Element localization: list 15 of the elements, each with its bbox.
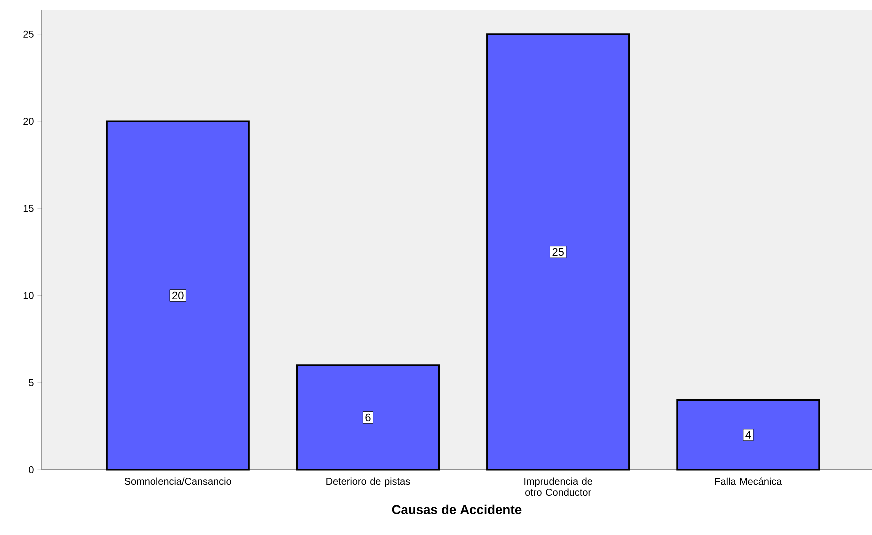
x-tick-label: Imprudencia de otro Conductor <box>524 478 592 496</box>
y-tick-label: 0 <box>29 466 34 474</box>
y-tick-label: 10 <box>24 292 34 300</box>
data-label: 20 <box>172 292 184 300</box>
data-label: 6 <box>366 414 371 422</box>
data-label: 4 <box>746 431 752 439</box>
x-axis-title: Causas de Accidente <box>392 504 522 514</box>
data-label: 25 <box>552 248 564 256</box>
y-tick-label: 15 <box>24 205 34 212</box>
y-tick-label: 20 <box>24 118 34 126</box>
x-tick-label: Deterioro de pistas <box>326 478 410 488</box>
y-tick-label: 25 <box>24 30 34 38</box>
x-tick-label: Falla Mecánica <box>715 478 782 486</box>
x-tick-label: Somnolencia/Cansancio <box>124 478 232 486</box>
y-tick-label: 5 <box>29 379 34 386</box>
